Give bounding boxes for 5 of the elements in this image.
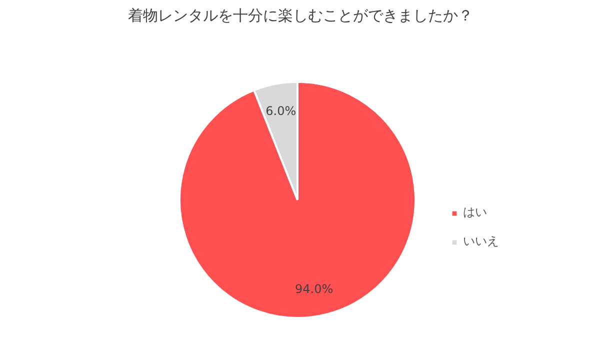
data-label: 6.0% (266, 104, 296, 118)
legend-label: はい (463, 204, 487, 221)
data-label: 94.0% (295, 282, 334, 296)
legend-label: いいえ (463, 233, 499, 250)
chart-title: 着物レンタルを十分に楽しむことができましたか？ (128, 6, 473, 24)
